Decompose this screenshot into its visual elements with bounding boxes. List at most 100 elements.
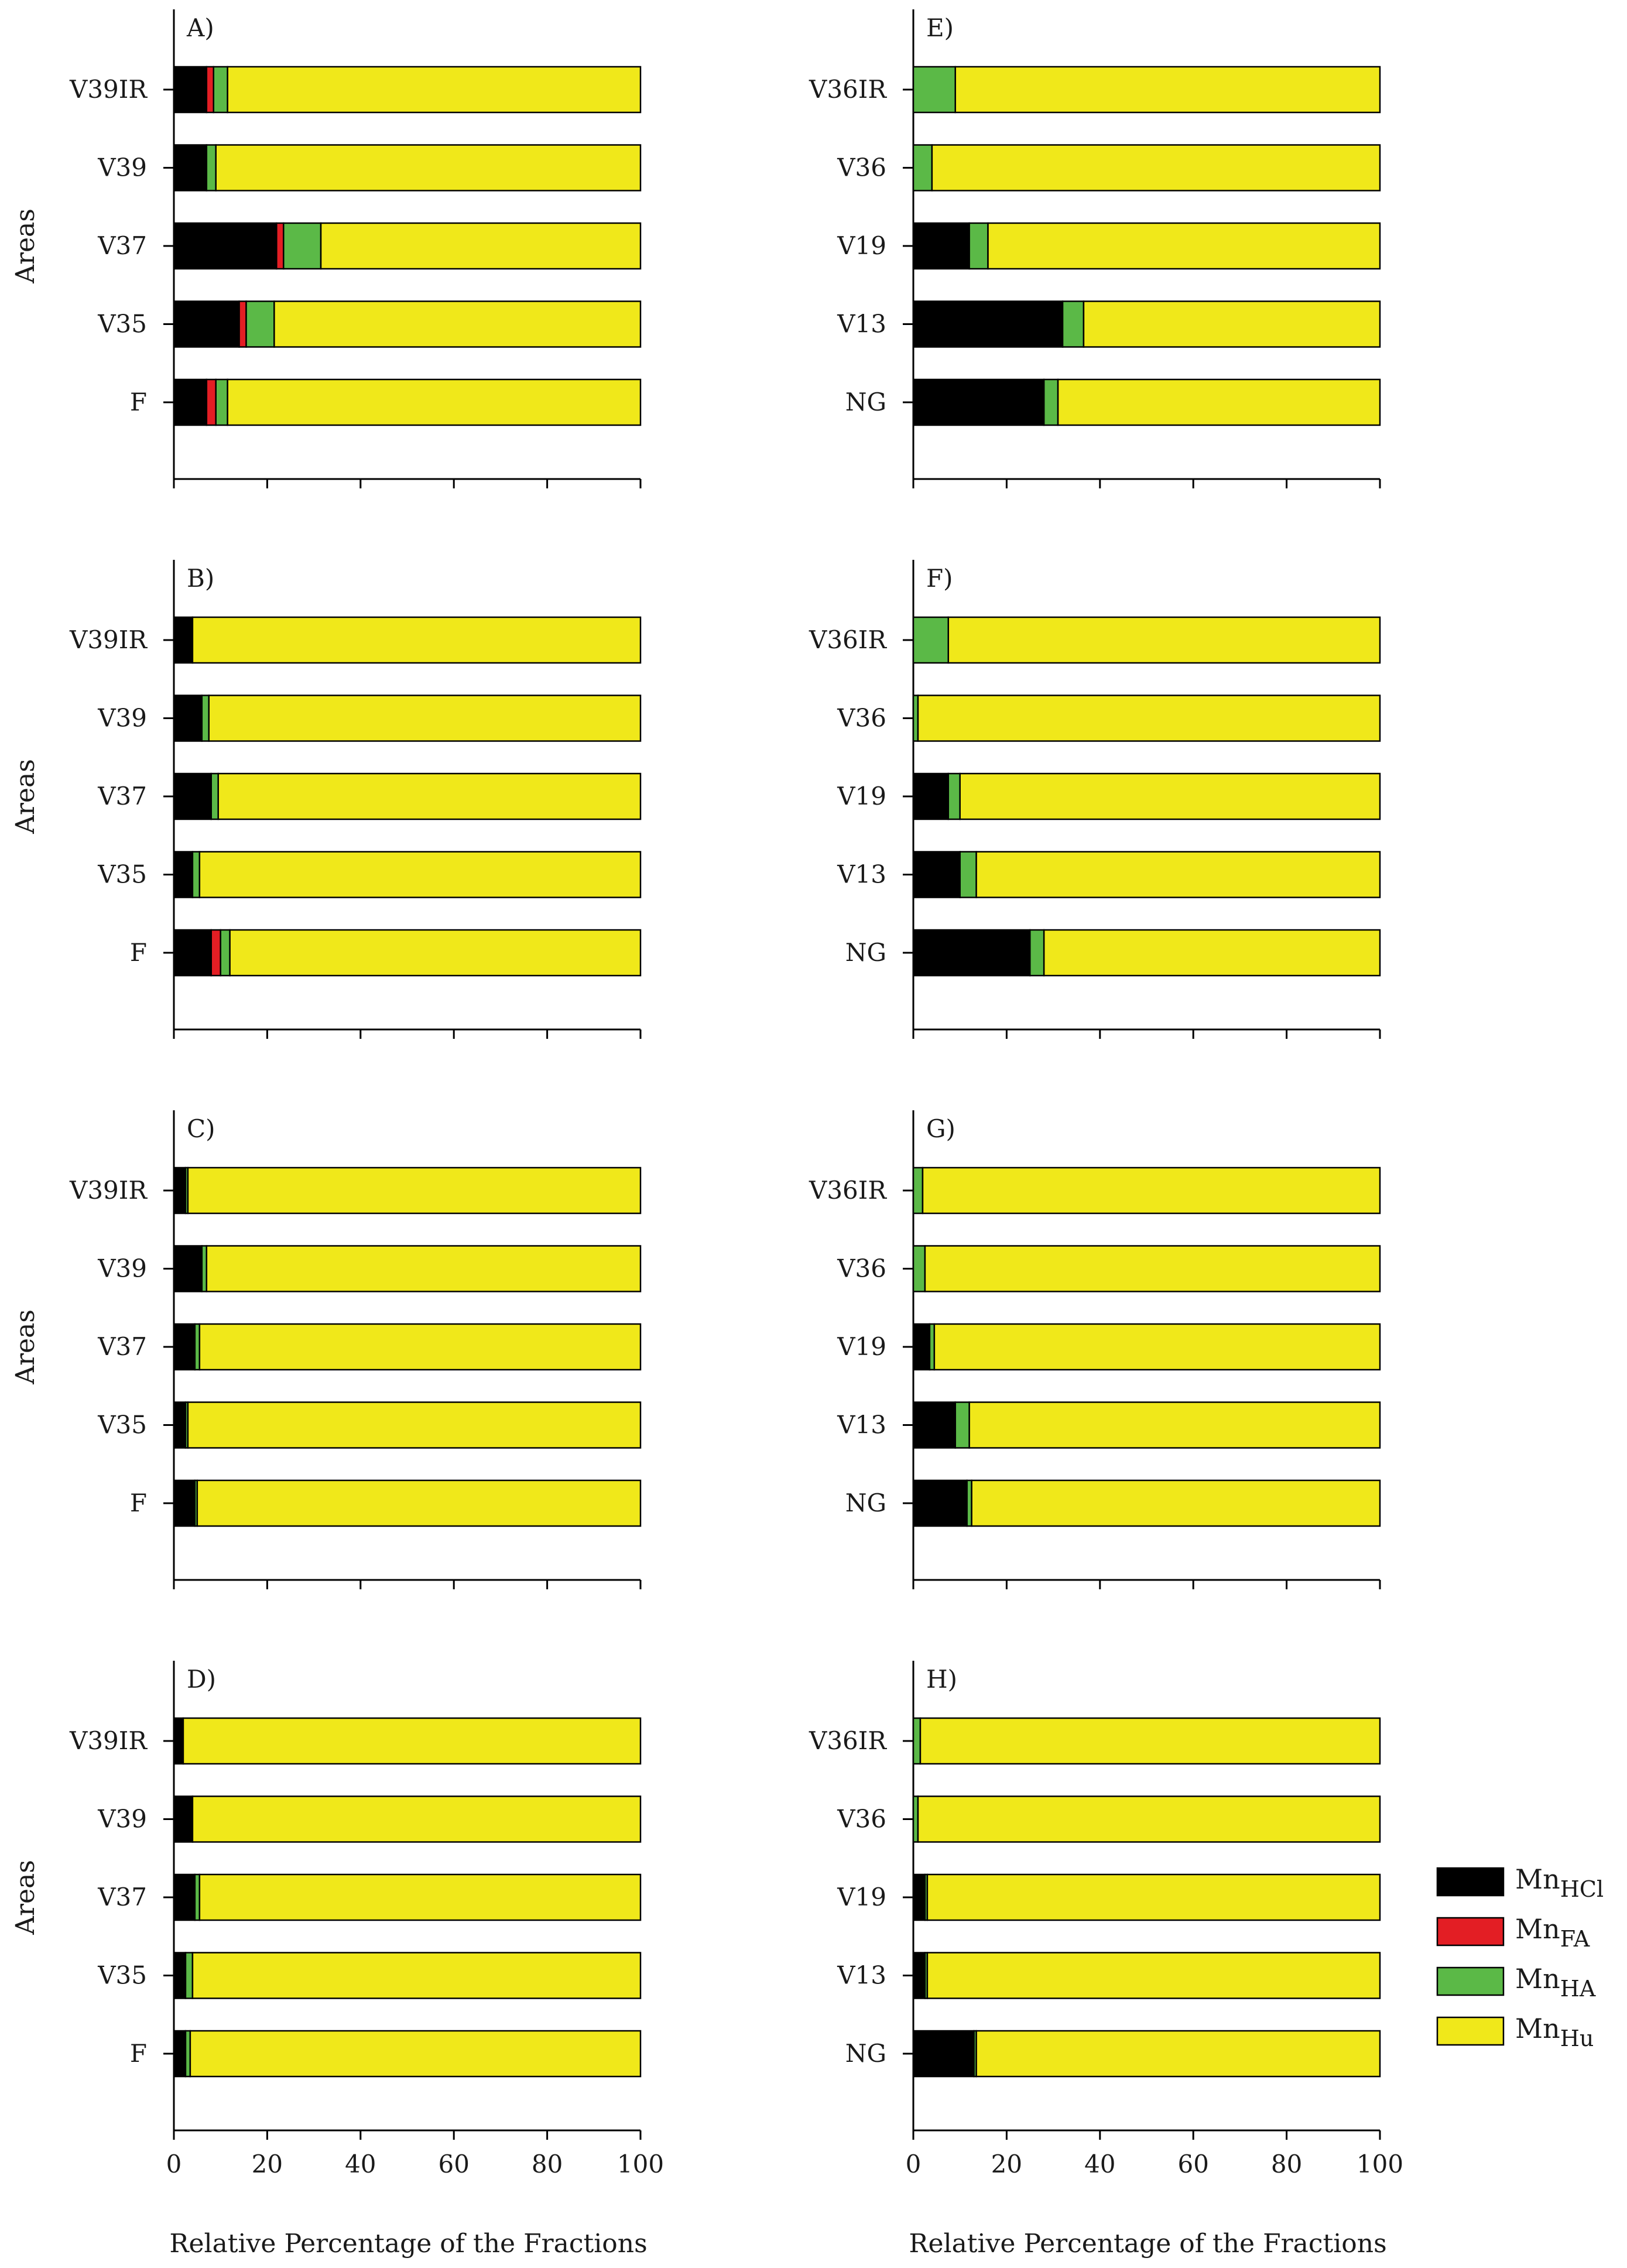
x-tick-label: 80	[532, 2150, 563, 2178]
bar-segment-mnhcl	[173, 1323, 196, 1371]
bar-segment-mnha	[912, 66, 956, 114]
bar-segment-mnha	[184, 1952, 194, 1999]
bar-segment-mnhu	[191, 1795, 642, 1843]
bar-segment-mnhu	[917, 695, 1381, 742]
x-tick-label: 0	[166, 2150, 182, 2178]
bar-segment-mnhcl	[173, 772, 213, 820]
bar-segment-mnhu	[917, 1795, 1381, 1843]
category-label: F	[130, 388, 147, 416]
category-label: V37	[97, 231, 147, 260]
panel-f: F) V36IR V36 V19 V13 NG	[809, 560, 1381, 1039]
bar-segment-mnhu	[922, 1167, 1381, 1215]
legend-label: MnFA	[1515, 1913, 1590, 1952]
x-tick-label: 80	[1271, 2150, 1302, 2178]
bar-segment-mnhu	[924, 1245, 1381, 1292]
bar-segment-mnha	[1029, 929, 1045, 977]
panel-g: G) V36IR V36 V19 V13 NG	[809, 1110, 1381, 1589]
category-label: V13	[837, 1411, 886, 1439]
bar-segment-mnha	[1061, 300, 1085, 348]
legend-label: MnHA	[1515, 1963, 1596, 2002]
bar-segment-mnha	[912, 1167, 924, 1215]
bar-segment-mnha	[959, 851, 977, 898]
bar-segment-mnhu	[198, 1323, 642, 1371]
bar-segment-mnhcl	[912, 378, 1045, 426]
legend-label: MnHCl	[1515, 1863, 1604, 1902]
x-axis-title: Relative Percentage of the Fractions	[169, 2229, 647, 2259]
bar-segment-mnhu	[205, 1245, 642, 1292]
panel-label: C)	[187, 1114, 215, 1143]
bar-segment-mnhu	[968, 1401, 1381, 1449]
category-label: V35	[97, 1411, 147, 1439]
bar-segment-mnhu	[926, 1873, 1381, 1921]
bar-segment-mnha	[191, 851, 201, 898]
category-label: V36IR	[809, 625, 887, 654]
bar-segment-mnhcl	[173, 1795, 194, 1843]
bar-segment-mnhu	[273, 300, 642, 348]
legend-item: MnFA	[1436, 1913, 1590, 1952]
category-label: V36IR	[809, 75, 887, 104]
bar-segment-mnha	[954, 1401, 970, 1449]
bar-segment-mnhu	[196, 1479, 642, 1527]
legend-swatch	[1436, 1867, 1505, 1897]
bar-segment-mnha	[283, 222, 322, 270]
x-tick-label: 60	[1177, 2150, 1208, 2178]
bar-segment-mnhu	[227, 66, 642, 114]
bar-segment-mnhu	[1057, 378, 1381, 426]
bar-segment-mnhcl	[173, 616, 194, 664]
category-label: V13	[837, 310, 886, 338]
category-label: V39	[97, 704, 147, 733]
bar-segment-mnhcl	[173, 1479, 196, 1527]
legend-item: MnHu	[1436, 2013, 1594, 2051]
bar-segment-mnhu	[971, 1479, 1381, 1527]
bar-segment-mnhu	[919, 1717, 1381, 1765]
bar-segment-mnha	[968, 222, 989, 270]
bar-segment-mnhu	[975, 2030, 1381, 2078]
x-tick-label: 20	[252, 2150, 283, 2178]
category-label: V37	[97, 782, 147, 810]
panel-e: E) V36IR V36 V19 V13 NG	[809, 9, 1381, 488]
category-label: V19	[837, 782, 886, 810]
category-label: V35	[97, 1961, 147, 1990]
bar-segment-mnhcl	[912, 1952, 926, 1999]
bar-segment-mnfa	[238, 300, 247, 348]
bar-segment-mnfa	[205, 66, 214, 114]
bar-segment-mnhu	[198, 851, 642, 898]
category-label: NG	[845, 1489, 886, 1517]
bar-segment-mnhcl	[912, 222, 970, 270]
bar-segment-mnhcl	[912, 1323, 931, 1371]
category-label: V36	[837, 1254, 886, 1283]
panel-d: 0 20 40 60 80 100 D) Areas V39IR V39 V37 V35 F Relati…	[11, 1661, 664, 2259]
bar-segment-mnha	[210, 772, 219, 820]
bar-segment-mnhu	[191, 1952, 642, 1999]
bar-segment-mnhcl	[912, 851, 961, 898]
category-label: V35	[97, 310, 147, 338]
bar-segment-mnhcl	[912, 1479, 968, 1527]
bar-segment-mnhu	[954, 66, 1381, 114]
category-label: V36	[837, 704, 886, 733]
y-axis-title: Areas	[11, 1860, 40, 1935]
category-label: V39	[97, 1254, 147, 1283]
bar-segment-mnhu	[1043, 929, 1381, 977]
x-tick-label: 60	[438, 2150, 469, 2178]
bar-segment-mnha	[220, 929, 231, 977]
category-label: V39IR	[69, 1176, 148, 1205]
bar-segment-mnhu	[229, 929, 642, 977]
category-label: V13	[837, 860, 886, 889]
bar-segment-mnfa	[205, 378, 217, 426]
bar-segment-mnhu	[182, 1717, 642, 1765]
legend-swatch	[1436, 1917, 1505, 1947]
bar-segment-mnhcl	[912, 929, 1031, 977]
category-label: V39IR	[69, 1726, 148, 1755]
bar-segment-mnhu	[933, 1323, 1381, 1371]
legend-item: MnHA	[1436, 1963, 1596, 2002]
bar-segment-mnhcl	[912, 772, 950, 820]
legend-item: MnHCl	[1436, 1863, 1604, 1902]
x-axis-title: Relative Percentage of the Fractions	[909, 2229, 1386, 2259]
panel-label: H)	[926, 1665, 957, 1694]
bar-segment-mnhcl	[912, 1401, 956, 1449]
category-label: V36	[837, 153, 886, 182]
bar-segment-mnhcl	[912, 2030, 975, 2078]
bar-segment-mnhcl	[173, 378, 208, 426]
category-label: F	[130, 2039, 147, 2068]
